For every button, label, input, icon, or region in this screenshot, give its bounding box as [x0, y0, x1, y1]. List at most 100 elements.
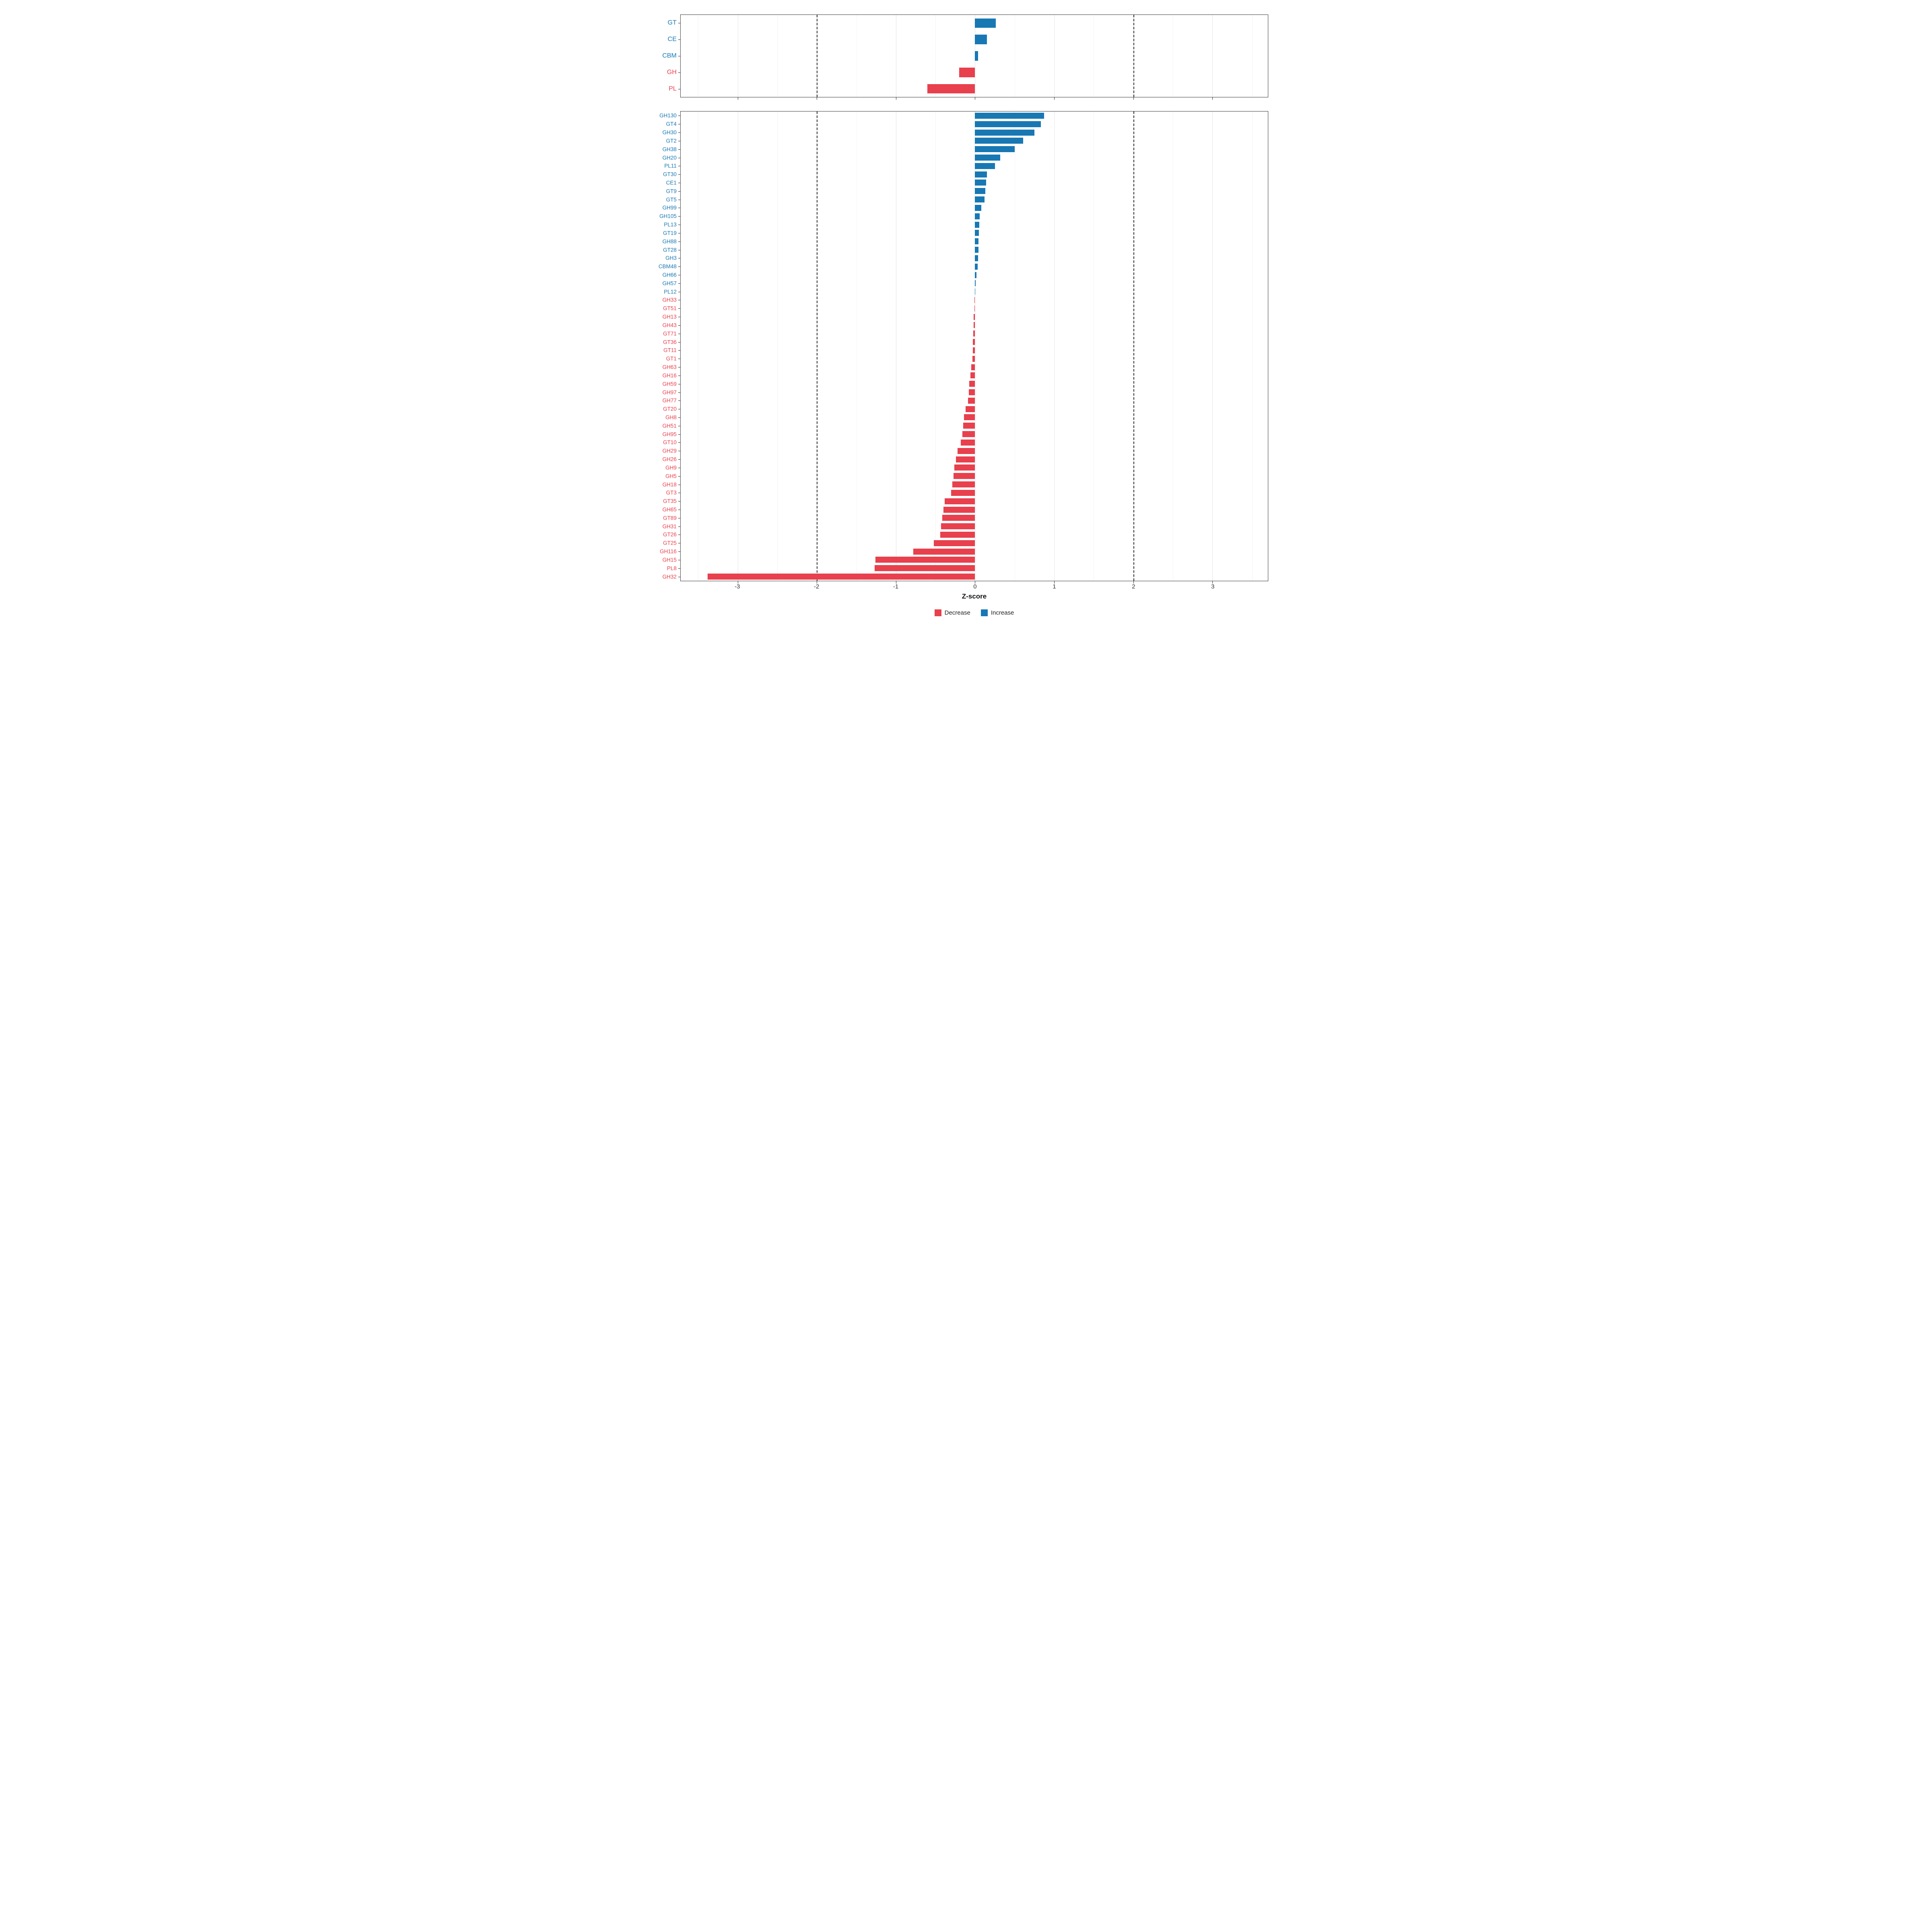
- y-label-gt9: GT9: [666, 188, 677, 194]
- y-tick-mark: [678, 568, 681, 569]
- bar-gh105: [975, 213, 980, 219]
- y-label-gh33: GH33: [662, 297, 677, 303]
- x-tick-label: 1: [1053, 583, 1056, 590]
- y-tick-mark: [678, 392, 681, 393]
- y-label-gh18: GH18: [662, 481, 677, 487]
- bar-gh15: [875, 557, 975, 563]
- y-label-gt19: GT19: [663, 230, 677, 236]
- y-label-gh63: GH63: [662, 364, 677, 370]
- y-label-gh95: GH95: [662, 431, 677, 437]
- y-label-gh31: GH31: [662, 523, 677, 529]
- y-label-gt36: GT36: [663, 339, 677, 345]
- y-label-gt89: GT89: [663, 515, 677, 521]
- y-label-gh97: GH97: [662, 389, 677, 395]
- bar-gh8: [964, 414, 975, 421]
- y-label-gt3: GT3: [666, 489, 677, 496]
- y-label-cbm: CBM: [662, 52, 677, 59]
- bar-gh43: [973, 322, 975, 328]
- bar-gh3: [975, 255, 978, 261]
- y-label-gh32: GH32: [662, 573, 677, 580]
- y-label-gh43: GH43: [662, 322, 677, 328]
- y-label-gh13: GH13: [662, 314, 677, 320]
- bar-gh38: [975, 146, 1015, 153]
- bar-gt19: [975, 230, 979, 236]
- y-label-pl11: PL11: [664, 163, 677, 169]
- y-label-gh116: GH116: [660, 548, 677, 555]
- bar-gh16: [970, 372, 975, 379]
- bar-gh65: [943, 506, 975, 513]
- y-tick-mark: [678, 149, 681, 150]
- y-tick-mark: [678, 325, 681, 326]
- bar-gt3: [951, 489, 975, 496]
- bar-gh32: [707, 574, 975, 580]
- x-tick-mark: [1133, 97, 1134, 100]
- bar-pl13: [975, 221, 980, 228]
- y-label-pl8: PL8: [667, 565, 677, 572]
- y-label-ce1: CE1: [666, 180, 677, 186]
- y-tick-mark: [678, 266, 681, 267]
- y-label-gh59: GH59: [662, 380, 677, 387]
- y-label-gt5: GT5: [666, 196, 677, 202]
- cazyme-family-panel: GH130 GT4 GH30 GT2 GH38 GH20 PL11 GT30 CE1 GT9 GT5…: [658, 111, 1268, 584]
- bar-gh88: [975, 238, 979, 245]
- y-label-gh105: GH105: [659, 213, 677, 219]
- y-tick-mark: [678, 400, 681, 401]
- y-label-gh30: GH30: [662, 129, 677, 136]
- bar-gh13: [973, 314, 975, 320]
- bar-gh59: [969, 381, 975, 387]
- y-label-ce: CE: [667, 36, 677, 43]
- legend-label-decrease: Decrease: [944, 609, 970, 616]
- bar-gh33: [974, 297, 975, 303]
- y-tick-mark: [678, 191, 681, 192]
- legend-item-increase: Increase: [980, 609, 1014, 616]
- major-gridline: [1054, 111, 1055, 581]
- y-label-pl: PL: [669, 85, 677, 92]
- y-tick-mark: [678, 39, 681, 40]
- bar-gt1: [972, 355, 975, 362]
- y-tick-mark: [678, 417, 681, 418]
- major-gridline: [1054, 15, 1055, 97]
- bar-gh130: [975, 112, 1044, 119]
- y-label-gh88: GH88: [662, 238, 677, 244]
- y-label-gt26: GT26: [663, 531, 677, 538]
- bar-gt51: [974, 305, 975, 312]
- y-label-pl13: PL13: [664, 221, 677, 228]
- y-label-gh51: GH51: [662, 423, 677, 429]
- bar-gt10: [961, 439, 975, 446]
- x-tick-label: 0: [973, 583, 977, 590]
- bar-gh29: [958, 448, 975, 454]
- increase-swatch: [980, 609, 988, 616]
- x-tick-mark: [1133, 581, 1134, 584]
- decrease-swatch: [934, 609, 941, 616]
- y-label-gt11: GT11: [663, 347, 677, 353]
- legend-item-decrease: Decrease: [934, 609, 970, 616]
- x-tick-label: -3: [735, 583, 740, 590]
- bar-gt4: [975, 121, 1041, 127]
- y-tick-mark: [678, 283, 681, 284]
- major-gridline: [1212, 15, 1213, 97]
- bar-gt9: [975, 188, 985, 194]
- x-tick-label: 2: [1132, 583, 1135, 590]
- minor-gridline: [777, 15, 778, 97]
- y-label-gt71: GT71: [663, 330, 677, 337]
- y-tick-mark: [678, 476, 681, 477]
- bar-gh57: [975, 280, 976, 287]
- cazyme-class-panel: GT CE CBM GH PL: [662, 14, 1268, 100]
- x-tick-label: -1: [893, 583, 899, 590]
- bar-pl11: [975, 163, 995, 169]
- y-tick-mark: [678, 174, 681, 175]
- y-label-gh57: GH57: [662, 280, 677, 287]
- bar-pl8: [874, 565, 975, 572]
- y-label-gh38: GH38: [662, 146, 677, 152]
- minor-gridline: [935, 15, 936, 97]
- zscore-figure: GT CE CBM GH PL GH130 GT4 GH30 GT2 GH38 GH20 PL11 G…: [644, 0, 1288, 644]
- y-label-gh8: GH8: [665, 414, 677, 421]
- x-tick-mark: [1212, 97, 1213, 100]
- bar-gt2: [975, 138, 1024, 144]
- y-tick-mark: [678, 551, 681, 552]
- bar-gt71: [973, 330, 975, 337]
- x-tick-label: -2: [813, 583, 819, 590]
- y-tick-mark: [678, 526, 681, 527]
- bar-gt5: [975, 196, 985, 203]
- bar-gt30: [975, 171, 987, 178]
